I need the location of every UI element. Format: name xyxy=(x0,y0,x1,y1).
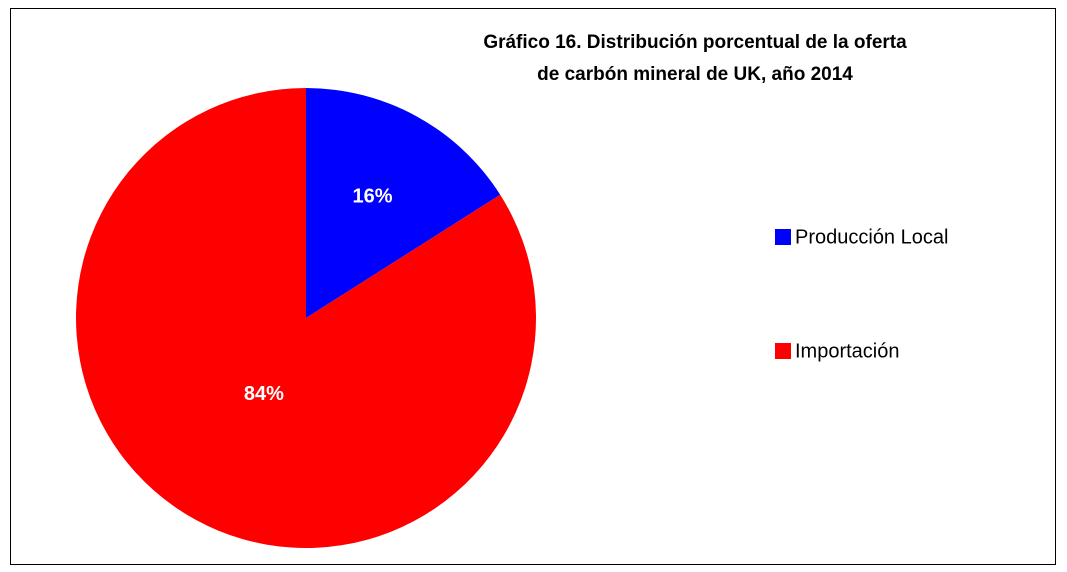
chart-title: de carbón mineral de UK, año 2014 xyxy=(537,64,853,85)
legend-label: Producción Local xyxy=(795,226,948,248)
pie-slice xyxy=(306,88,501,318)
legend-label: Importación xyxy=(795,340,900,362)
legend-swatch xyxy=(775,229,791,245)
chart-title: Gráfico 16. Distribución porcentual de l… xyxy=(483,32,907,53)
data-label: 84% xyxy=(244,383,284,405)
data-label: 16% xyxy=(352,185,392,207)
pie-slice xyxy=(75,88,537,548)
legend-swatch xyxy=(775,343,791,359)
